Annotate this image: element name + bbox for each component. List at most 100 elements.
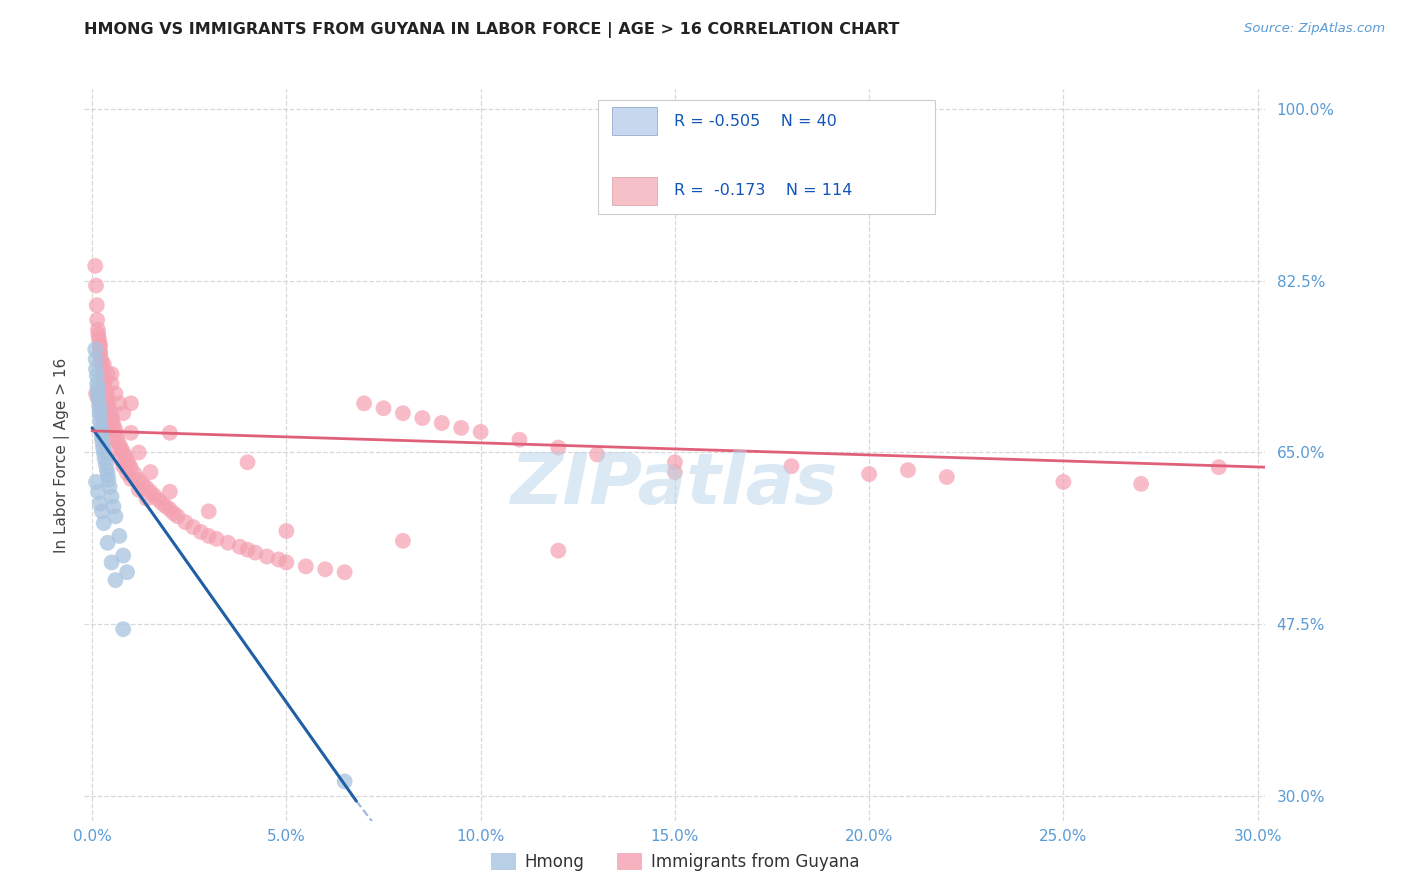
Point	[97, 536, 120, 550]
Point	[897, 463, 920, 477]
Point	[276, 524, 298, 538]
Point	[93, 445, 115, 459]
Point	[197, 504, 219, 518]
Point	[508, 433, 530, 447]
Point	[89, 496, 111, 510]
Point	[392, 406, 415, 420]
Point	[135, 491, 157, 506]
Point	[89, 347, 111, 361]
Point	[131, 476, 153, 491]
Point	[104, 423, 127, 437]
Point	[97, 473, 120, 487]
Point	[97, 398, 120, 412]
Point	[139, 484, 162, 499]
Point	[236, 455, 259, 469]
Point	[84, 362, 107, 376]
Point	[89, 414, 111, 428]
Point	[1130, 476, 1153, 491]
Point	[586, 447, 609, 461]
Point	[780, 459, 803, 474]
Point	[205, 532, 228, 546]
Point	[181, 520, 204, 534]
Point	[174, 515, 197, 529]
Point	[91, 434, 114, 449]
Point	[90, 357, 112, 371]
Point	[118, 457, 141, 471]
Point	[159, 425, 181, 440]
Point	[91, 441, 114, 455]
Point	[373, 401, 395, 416]
FancyBboxPatch shape	[612, 108, 657, 136]
Point	[159, 502, 181, 516]
Point	[86, 382, 108, 396]
Point	[430, 416, 453, 430]
Point	[90, 404, 112, 418]
Point	[97, 468, 120, 483]
Text: R = -0.505    N = 40: R = -0.505 N = 40	[673, 114, 837, 128]
Text: ZIPatlas: ZIPatlas	[512, 450, 838, 518]
Point	[143, 489, 166, 503]
Text: Source: ZipAtlas.com: Source: ZipAtlas.com	[1244, 22, 1385, 36]
Point	[217, 536, 239, 550]
Point	[112, 549, 135, 563]
Point	[100, 490, 122, 504]
Point	[105, 427, 128, 442]
Point	[97, 367, 120, 381]
Point	[236, 542, 259, 557]
Point	[115, 453, 138, 467]
Point	[87, 333, 110, 347]
Point	[120, 472, 142, 486]
Point	[94, 415, 117, 429]
Point	[128, 483, 150, 497]
Point	[84, 352, 107, 367]
Point	[256, 549, 278, 564]
Point	[120, 425, 142, 440]
Point	[87, 484, 110, 499]
Point	[97, 421, 120, 435]
Point	[155, 500, 177, 514]
Point	[295, 559, 318, 574]
Point	[100, 556, 122, 570]
Point	[86, 376, 108, 391]
Point	[112, 459, 135, 474]
Point	[108, 396, 131, 410]
Point	[115, 466, 138, 480]
Point	[450, 421, 472, 435]
Point	[87, 398, 110, 412]
Point	[314, 562, 336, 576]
Point	[87, 323, 110, 337]
Point	[86, 313, 108, 327]
Point	[547, 441, 569, 455]
Point	[150, 496, 173, 510]
Point	[664, 455, 686, 469]
Point	[86, 368, 108, 383]
Point	[93, 357, 115, 371]
Point	[104, 509, 127, 524]
FancyBboxPatch shape	[612, 177, 657, 205]
Point	[197, 529, 219, 543]
Point	[1052, 475, 1074, 489]
Point	[93, 516, 115, 530]
Point	[90, 352, 112, 367]
Text: HMONG VS IMMIGRANTS FROM GUYANA IN LABOR FORCE | AGE > 16 CORRELATION CHART: HMONG VS IMMIGRANTS FROM GUYANA IN LABOR…	[84, 22, 900, 38]
Point	[120, 396, 142, 410]
Point	[858, 467, 880, 481]
Point	[104, 442, 127, 456]
Point	[112, 406, 135, 420]
Point	[94, 383, 117, 397]
Point	[89, 404, 111, 418]
Point	[124, 467, 146, 481]
Point	[114, 450, 136, 464]
Point	[90, 430, 112, 444]
Point	[159, 484, 181, 499]
Point	[120, 461, 142, 475]
Point	[90, 424, 112, 438]
Point	[87, 392, 110, 406]
Point	[91, 367, 114, 381]
Point	[333, 774, 356, 789]
Point	[276, 556, 298, 570]
Point	[86, 298, 108, 312]
Point	[128, 473, 150, 487]
Point	[96, 463, 118, 477]
Point	[90, 504, 112, 518]
